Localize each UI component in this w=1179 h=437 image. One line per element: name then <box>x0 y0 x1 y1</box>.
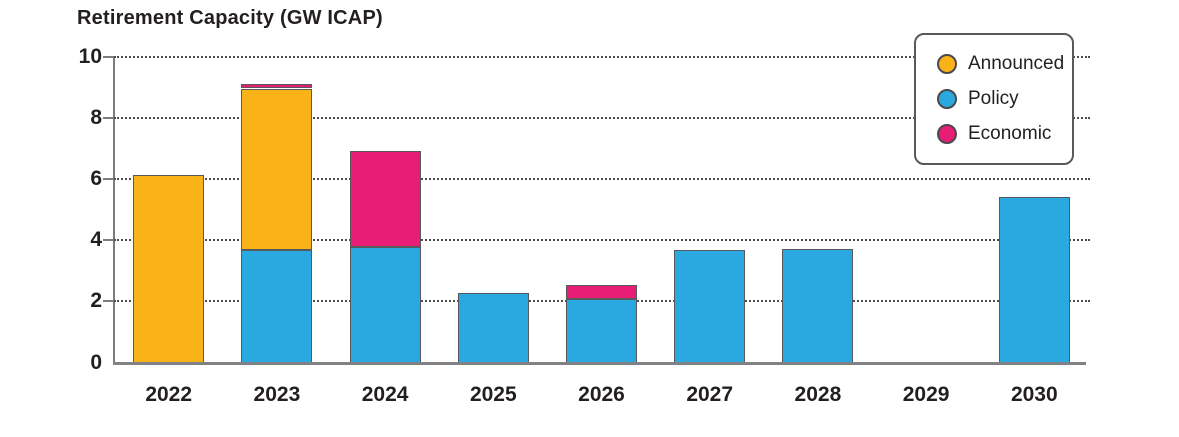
legend-item-policy: Policy <box>937 88 1072 110</box>
y-axis-tick-label: 4 <box>90 228 102 251</box>
x-axis-label-2025: 2025 <box>469 383 517 406</box>
bar-2028-policy <box>782 248 854 363</box>
x-axis-label-2024: 2024 <box>361 383 409 406</box>
bar-2022-announced <box>133 175 205 363</box>
legend: Announced Policy Economic <box>914 33 1074 165</box>
bar-2030-policy <box>998 196 1070 363</box>
bar-2023-policy <box>241 250 313 363</box>
x-axis-label-2030: 2030 <box>1010 383 1058 406</box>
x-axis-label-2026: 2026 <box>578 383 625 406</box>
legend-label-announced: Announced <box>968 53 1065 74</box>
y-tick-2 <box>103 300 114 302</box>
legend-item-economic: Economic <box>937 123 1072 145</box>
legend-swatch-policy-icon <box>937 89 957 109</box>
gridline-4 <box>114 239 1090 241</box>
gridline-6 <box>114 178 1090 180</box>
x-axis-label-2027: 2027 <box>686 383 734 406</box>
bar-2023-economic <box>241 83 313 89</box>
bar-2026-policy <box>566 298 637 363</box>
y-axis-tick-label: 10 <box>78 45 102 68</box>
bar-2023-announced <box>241 88 313 251</box>
x-axis-label-2029: 2029 <box>902 383 950 406</box>
y-tick-6 <box>103 178 114 180</box>
x-axis-label-2023: 2023 <box>253 383 301 406</box>
gridline-10 <box>114 56 1090 58</box>
x-axis-line <box>113 361 1086 365</box>
gridline-8 <box>114 117 1090 119</box>
x-axis-label-2028: 2028 <box>794 383 842 406</box>
bar-2026-economic <box>566 285 637 299</box>
x-axis-label-2022: 2022 <box>145 383 193 406</box>
y-axis-tick-label: 8 <box>90 106 102 129</box>
legend-label-policy: Policy <box>968 88 1019 109</box>
y-axis-tick-label: 0 <box>90 351 102 374</box>
y-tick-4 <box>103 239 114 241</box>
y-tick-8 <box>103 117 114 119</box>
bar-2027-policy <box>674 250 746 363</box>
legend-swatch-economic-icon <box>937 124 957 144</box>
bar-2025-policy <box>457 292 529 363</box>
y-tick-10 <box>103 56 114 58</box>
y-axis-tick-label: 2 <box>90 289 102 312</box>
bar-2024-policy <box>349 247 421 363</box>
legend-item-announced: Announced <box>937 53 1072 75</box>
y-axis-line <box>113 56 115 364</box>
bar-2024-economic <box>349 151 421 248</box>
legend-swatch-announced-icon <box>937 54 957 74</box>
chart-title: Retirement Capacity (GW ICAP) <box>77 7 383 29</box>
legend-label-economic: Economic <box>968 123 1052 144</box>
y-axis-tick-label: 6 <box>90 167 102 190</box>
